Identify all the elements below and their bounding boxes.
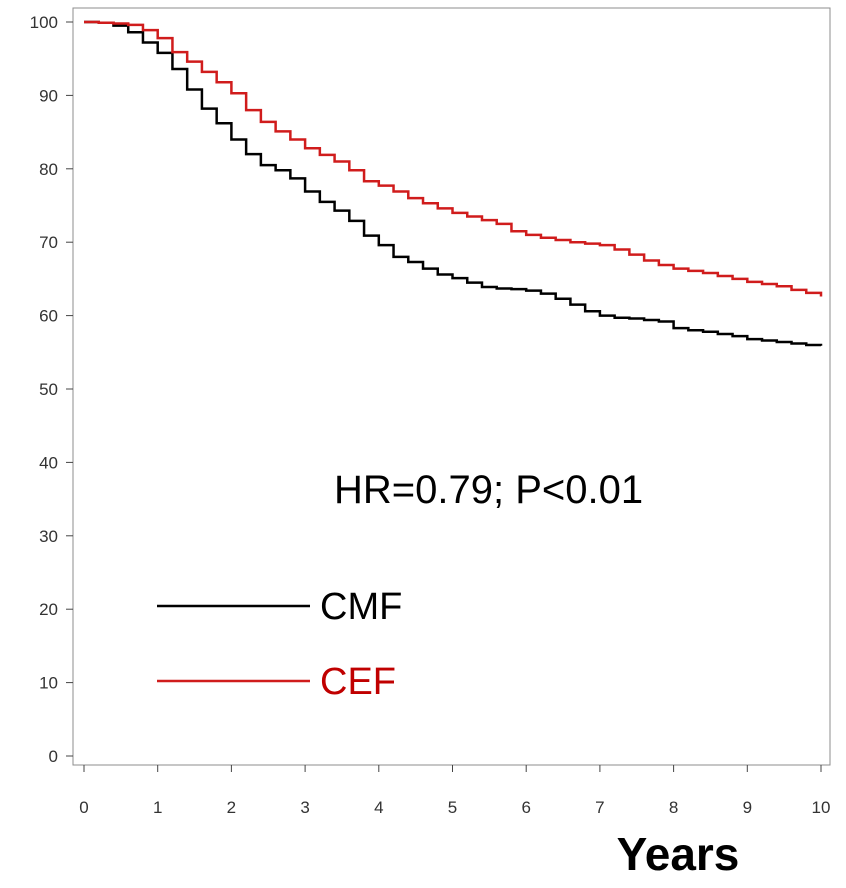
x-tick-label: 1 (153, 798, 162, 817)
y-tick-label: 60 (39, 307, 58, 326)
x-tick-label: 3 (300, 798, 309, 817)
series-layer (84, 20, 823, 347)
y-tick-label: 100 (30, 13, 58, 32)
y-tick-label: 20 (39, 600, 58, 619)
legend: CMF CEF (157, 586, 402, 703)
x-tick-label: 5 (448, 798, 457, 817)
y-tick-label: 0 (49, 747, 58, 766)
plot-area-frame (72, 7, 831, 766)
x-tick-label: 9 (743, 798, 752, 817)
x-tick-label: 8 (669, 798, 678, 817)
hazard-ratio-annotation: HR=0.79; P<0.01 (334, 468, 643, 512)
y-axis: 0 10 20 30 40 50 60 70 80 90 100 (30, 13, 73, 766)
y-tick-label: 70 (39, 233, 58, 252)
y-tick-label: 30 (39, 527, 58, 546)
y-tick-label: 90 (39, 86, 58, 105)
x-tick-label: 7 (595, 798, 604, 817)
y-tick-label: 10 (39, 674, 58, 693)
x-tick-label: 6 (521, 798, 530, 817)
x-axis: 0 1 2 3 4 5 6 7 8 9 10 (79, 765, 830, 817)
y-tick-label: 80 (39, 160, 58, 179)
x-tick-label: 0 (79, 798, 88, 817)
y-tick-label: 50 (39, 380, 58, 399)
x-tick-label: 2 (227, 798, 236, 817)
x-axis-title: Years (617, 828, 740, 880)
y-tick-label: 40 (39, 453, 58, 472)
legend-label-cmf: CMF (320, 586, 402, 628)
x-tick-label: 10 (812, 798, 831, 817)
x-tick-label: 4 (374, 798, 383, 817)
series-line-cef (84, 20, 823, 297)
series-line-cmf (84, 20, 823, 347)
legend-label-cef: CEF (320, 661, 396, 703)
